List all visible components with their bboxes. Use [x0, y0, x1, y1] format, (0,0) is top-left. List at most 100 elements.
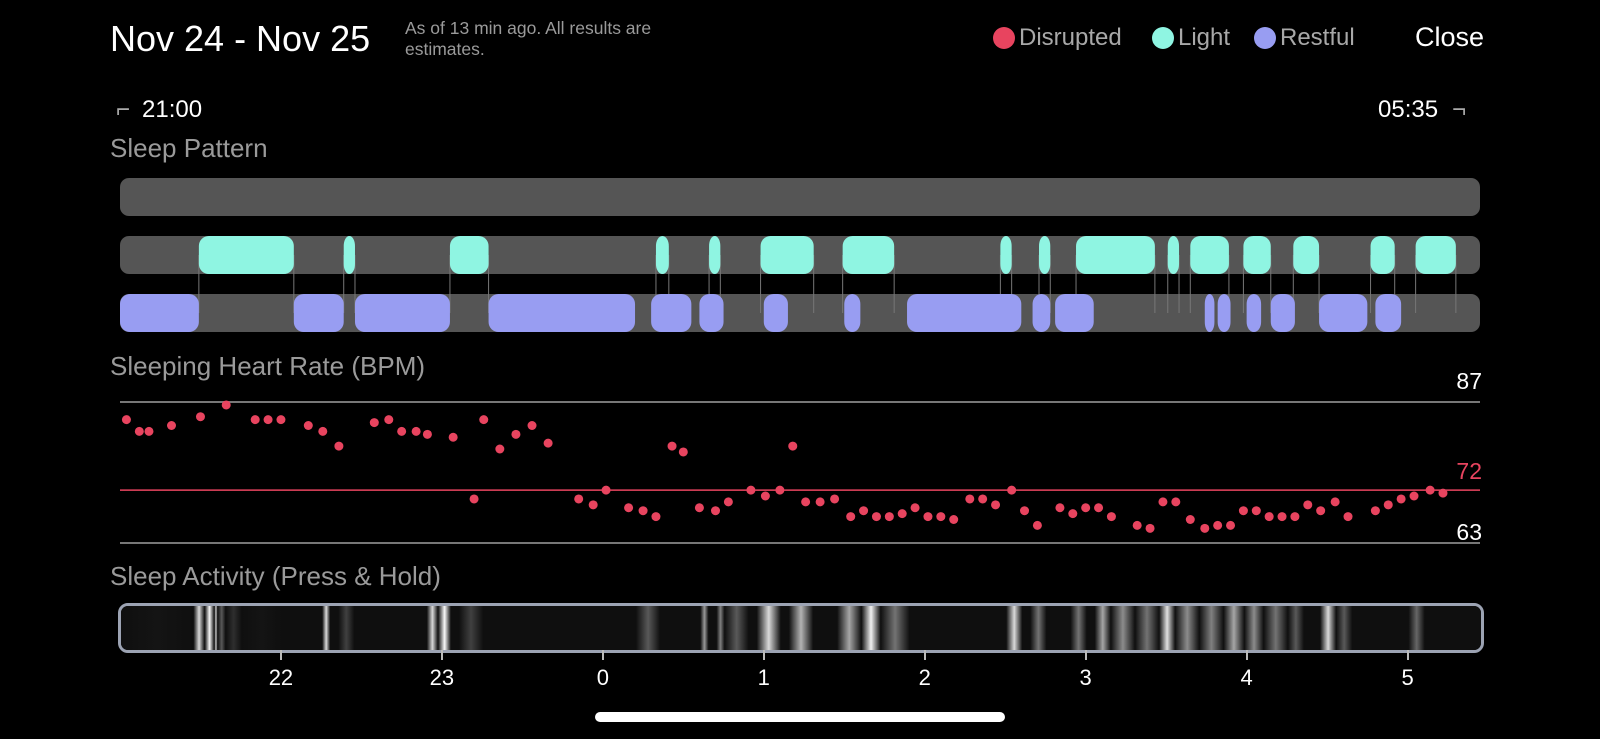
light-dot-icon	[1152, 27, 1174, 49]
hr-point	[588, 500, 598, 510]
light-segment[interactable]	[1293, 236, 1320, 274]
hr-point	[318, 426, 328, 436]
restful-segment[interactable]	[1055, 294, 1094, 332]
x-tick-label: 3	[1079, 665, 1092, 690]
hr-point	[1264, 512, 1274, 522]
hr-point	[1185, 515, 1195, 524]
hr-point	[397, 426, 407, 436]
hr-point	[495, 444, 505, 454]
hr-point	[121, 415, 131, 425]
restful-segment[interactable]	[1217, 294, 1231, 332]
restful-segment[interactable]	[354, 294, 450, 332]
sleep-activity-strip[interactable]	[118, 603, 1484, 653]
end-bracket-icon: ¬	[1452, 96, 1467, 123]
hr-point	[384, 415, 394, 425]
light-segment[interactable]	[1415, 236, 1456, 274]
hr-point	[1277, 512, 1287, 522]
hr-point	[469, 494, 479, 504]
light-segment[interactable]	[1039, 236, 1051, 274]
hr-point	[1200, 523, 1210, 533]
light-segment[interactable]	[343, 236, 355, 274]
hr-point	[1425, 485, 1435, 495]
x-tick-mark	[923, 650, 926, 660]
restful-segment[interactable]	[844, 294, 861, 332]
hr-point	[250, 415, 260, 425]
light-segment[interactable]	[1167, 236, 1180, 274]
disrupted-dot-icon	[993, 27, 1015, 49]
hr-point	[1383, 500, 1393, 510]
restful-segment[interactable]	[1319, 294, 1368, 332]
hr-point	[1226, 520, 1236, 530]
hr-point	[760, 491, 770, 501]
hr-point	[195, 412, 205, 422]
restful-segment[interactable]	[1204, 294, 1215, 332]
x-tick-label: 4	[1240, 665, 1253, 690]
activity-gradient[interactable]	[121, 606, 1481, 650]
light-segment[interactable]	[1000, 236, 1012, 274]
restful-segment[interactable]	[293, 294, 344, 332]
sleep-pattern-chart[interactable]	[0, 170, 1600, 335]
as-of-note: As of 13 min ago. All results are estima…	[405, 18, 652, 59]
hr-point	[167, 421, 177, 430]
legend-light: Light	[1152, 24, 1230, 52]
hr-point	[527, 421, 537, 430]
hr-point	[1132, 520, 1142, 530]
x-tick-mark	[1406, 650, 1409, 660]
restful-segment[interactable]	[907, 294, 1022, 332]
restful-segment[interactable]	[699, 294, 724, 332]
hr-point	[949, 515, 959, 524]
restful-segment[interactable]	[1270, 294, 1295, 332]
end-time: 05:35 ¬	[1378, 96, 1466, 124]
x-tick-label: 22	[268, 665, 294, 690]
start-time-label: 21:00	[142, 96, 203, 123]
hr-point	[422, 429, 432, 439]
light-segment[interactable]	[198, 236, 294, 274]
hr-point	[334, 441, 344, 451]
hr-point	[711, 506, 721, 516]
light-segment[interactable]	[842, 236, 895, 274]
light-segment[interactable]	[655, 236, 669, 274]
hr-point	[276, 415, 286, 425]
legend-restful: Restful	[1254, 24, 1355, 52]
hr-point	[678, 447, 688, 457]
hr-point	[1330, 497, 1340, 507]
x-tick-mark	[762, 650, 765, 660]
light-segment[interactable]	[1243, 236, 1271, 274]
restful-segment[interactable]	[1375, 294, 1402, 332]
hr-point	[1303, 500, 1313, 510]
restful-segment[interactable]	[763, 294, 788, 332]
light-segment[interactable]	[449, 236, 489, 274]
light-segment[interactable]	[1370, 236, 1395, 274]
hr-point	[1213, 520, 1223, 530]
home-indicator[interactable]	[595, 712, 1005, 722]
hr-point	[1409, 491, 1419, 501]
hr-point	[1316, 506, 1326, 516]
restful-segment[interactable]	[120, 294, 199, 332]
restful-segment[interactable]	[1246, 294, 1262, 332]
light-segment[interactable]	[1190, 236, 1229, 274]
hr-point	[1171, 497, 1181, 507]
restful-segment[interactable]	[1032, 294, 1051, 332]
hr-point	[1007, 485, 1017, 495]
hr-point	[897, 509, 907, 519]
x-tick-mark	[1084, 650, 1087, 660]
hr-point	[651, 512, 661, 522]
light-segment[interactable]	[709, 236, 721, 274]
restful-segment[interactable]	[651, 294, 692, 332]
x-tick-mark	[440, 650, 443, 660]
hr-point	[574, 494, 584, 504]
hr-point	[263, 415, 273, 425]
light-segment[interactable]	[1076, 236, 1155, 274]
hr-min-label: 63	[1456, 519, 1482, 545]
hr-point	[667, 441, 677, 451]
restful-dot-icon	[1254, 27, 1276, 49]
close-button[interactable]: Close	[1415, 22, 1485, 52]
hr-point	[1290, 512, 1300, 522]
start-time: ⌐ 21:00	[116, 96, 202, 124]
hr-point	[1032, 520, 1042, 530]
hr-avg-label: 72	[1456, 458, 1482, 484]
restful-segment[interactable]	[488, 294, 636, 332]
hr-point	[871, 512, 881, 522]
light-segment[interactable]	[760, 236, 814, 274]
hr-point	[775, 485, 785, 495]
